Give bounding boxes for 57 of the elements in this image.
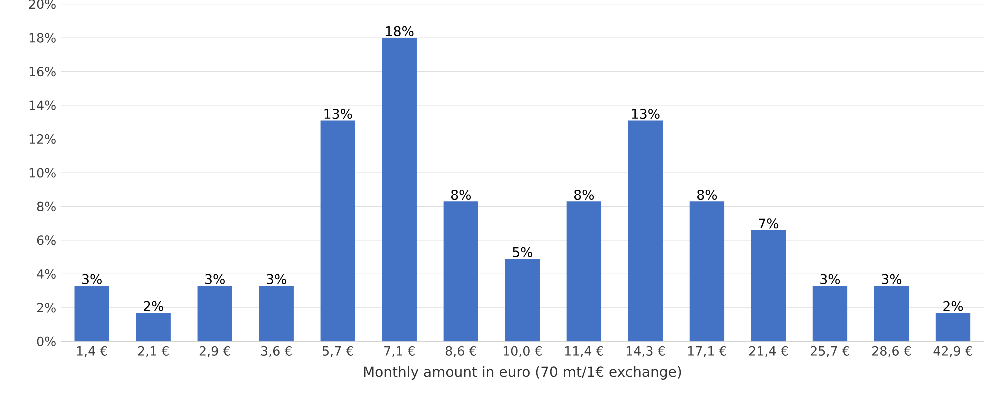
bar [566, 202, 602, 342]
x-tick-label: 2,9 € [200, 346, 230, 358]
bar [874, 286, 910, 342]
data-label: 8% [574, 190, 594, 200]
x-tick-label: 28,6 € [872, 346, 912, 358]
data-label: 3% [820, 274, 840, 284]
data-label: 8% [451, 190, 472, 200]
y-tick-label: 20% [29, 0, 56, 10]
y-tick-label: 8% [37, 202, 56, 212]
x-tick-label: 11,4 € [565, 346, 604, 358]
data-label: 5% [513, 247, 533, 258]
y-tick-label: 12% [30, 134, 56, 144]
x-axis-title: Monthly amount in euro (70 mt/1€ exchange) [364, 366, 682, 380]
y-tick-label: 14% [30, 100, 56, 110]
data-label: 3% [882, 274, 902, 284]
data-label: 3% [82, 274, 102, 284]
x-tick-label: 3,6 € [261, 346, 292, 358]
bar [259, 286, 294, 342]
y-tick-label: 10% [30, 168, 56, 178]
x-tick-label: 25,7 € [811, 346, 850, 358]
data-label: 2% [144, 301, 164, 312]
x-tick-label: 7,1 € [384, 346, 415, 358]
bar [444, 202, 478, 342]
y-tick-label: 6% [37, 236, 56, 246]
data-label: 8% [698, 190, 718, 200]
bar [382, 38, 417, 342]
bar [320, 120, 356, 342]
bar [628, 120, 664, 342]
y-tick-label: 0% [37, 336, 56, 346]
y-tick-label: 2% [37, 303, 56, 313]
bar [198, 286, 232, 342]
data-label: 13% [324, 109, 352, 120]
data-label: 13% [632, 109, 660, 120]
x-tick-label: 21,4 € [749, 346, 788, 358]
x-tick-label: 42,9 € [934, 346, 973, 358]
bar [751, 230, 786, 342]
y-tick-label: 4% [37, 269, 56, 279]
data-label: 7% [759, 218, 779, 229]
x-tick-label: 2,1 € [138, 346, 169, 358]
bar [690, 202, 725, 342]
bar [812, 286, 848, 342]
x-tick-label: 5,7 € [323, 346, 354, 358]
x-tick-label: 17,1 € [688, 346, 726, 358]
bar [936, 312, 971, 342]
x-tick-label: 10,0 € [504, 346, 542, 358]
data-label: 3% [206, 274, 225, 284]
data-label: 2% [944, 301, 964, 312]
x-tick-label: 1,4 € [77, 346, 108, 358]
data-label: 3% [267, 274, 286, 284]
bar [136, 312, 171, 342]
bar [505, 259, 540, 342]
data-label: 18% [386, 26, 414, 36]
x-tick-label: 14,3 € [626, 346, 665, 358]
x-tick-label: 8,6 € [446, 346, 476, 358]
y-tick-label: 18% [30, 33, 56, 43]
y-tick-label: 16% [30, 67, 56, 77]
bar [74, 286, 110, 342]
